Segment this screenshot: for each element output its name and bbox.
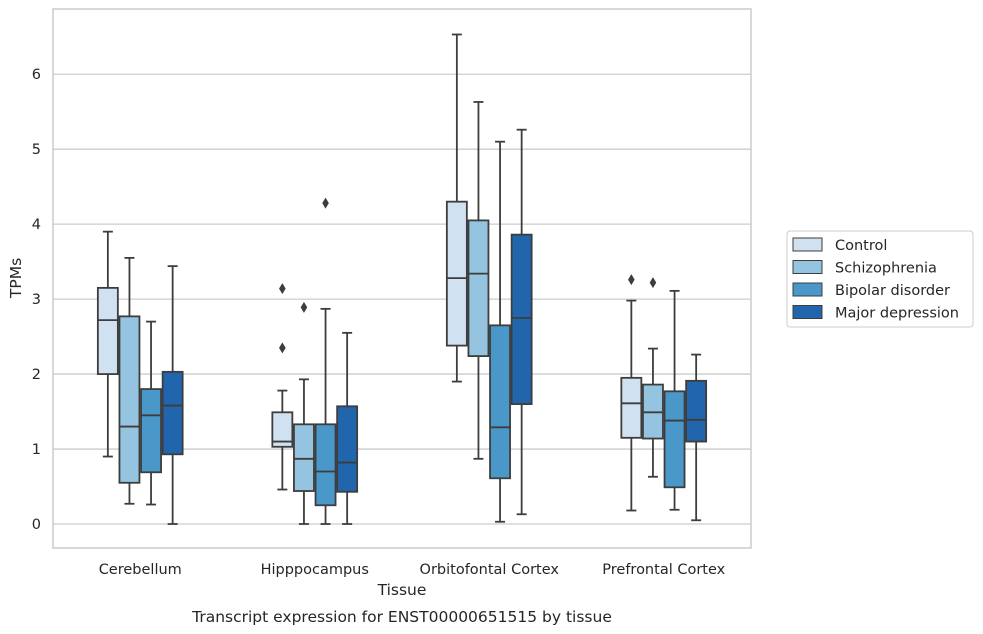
- box-plot: [140, 320, 162, 506]
- y-tick-label: 3: [32, 292, 41, 308]
- box-plot: [489, 140, 511, 523]
- legend-label: Bipolar disorder: [835, 283, 950, 299]
- legend-swatch: [792, 282, 823, 297]
- legend: Control Schizophrenia Bipolar disorder Majo…: [786, 230, 974, 328]
- plot-frame: [52, 8, 752, 549]
- legend-label: Major depression: [835, 306, 959, 322]
- legend-swatch: [792, 305, 823, 319]
- outlier-point: [300, 301, 308, 313]
- box-iqr: [96, 286, 119, 375]
- box-iqr: [620, 376, 643, 439]
- legend-frame: [786, 230, 974, 328]
- box-plot: [293, 301, 315, 525]
- box-iqr: [271, 411, 294, 448]
- y-tick-label: 6: [32, 67, 41, 83]
- box-plot: [620, 274, 643, 512]
- box-iqr: [685, 379, 708, 443]
- outlier-point: [279, 342, 286, 354]
- outlier-point: [649, 277, 657, 289]
- x-tick-label: Cerebellum: [99, 562, 182, 578]
- box-iqr: [140, 388, 162, 474]
- box-iqr: [467, 219, 490, 357]
- x-tick-label: Orbitofontal Cortex: [420, 562, 560, 578]
- box-plot: [685, 353, 708, 522]
- y-axis-label: TPMs: [7, 258, 25, 299]
- legend-label: Control: [835, 238, 887, 254]
- x-tick-label: Prefrontal Cortex: [602, 562, 725, 578]
- box-iqr: [510, 233, 533, 405]
- y-tick-label: 5: [32, 142, 41, 158]
- box-iqr: [663, 390, 686, 489]
- box-iqr: [161, 370, 184, 456]
- box-plot: [161, 265, 184, 525]
- box-plot: [118, 256, 141, 505]
- legend-swatch: [792, 260, 823, 274]
- box-plot: [336, 331, 359, 525]
- outlier-point: [279, 283, 286, 295]
- y-tick-label: 2: [32, 367, 41, 383]
- box-iqr: [445, 200, 468, 347]
- box-iqr: [293, 423, 315, 492]
- box-plot: [510, 128, 533, 516]
- y-tick-labels: 0 1 2 3 4 5 6: [32, 67, 41, 533]
- box-iqr: [489, 324, 511, 480]
- chart-caption: Transcript expression for ENST0000065151…: [191, 608, 612, 626]
- outlier-point: [322, 197, 329, 209]
- legend-swatch: [792, 237, 823, 252]
- y-tick-label: 1: [32, 442, 41, 458]
- box-iqr: [336, 405, 359, 493]
- box-plot: [467, 101, 490, 460]
- box-groups: [96, 33, 708, 525]
- x-tick-labels: Cerebellum Hipppocampus Orbitofontal Corte…: [99, 562, 726, 578]
- box-iqr: [118, 315, 141, 484]
- legend-label: Schizophrenia: [835, 261, 937, 277]
- x-tick-label: Hipppocampus: [261, 562, 369, 578]
- box-plot: [445, 33, 468, 383]
- box-plot: [663, 289, 686, 511]
- y-tick-label: 0: [32, 517, 41, 533]
- box-plot: [642, 277, 664, 478]
- x-axis-label: Tissue: [377, 581, 427, 599]
- box-iqr: [314, 423, 337, 507]
- box-plot: [314, 197, 337, 525]
- y-tick-label: 4: [32, 217, 41, 233]
- outlier-point: [628, 274, 635, 286]
- box-plot: [271, 283, 294, 491]
- box-plot: [96, 230, 119, 458]
